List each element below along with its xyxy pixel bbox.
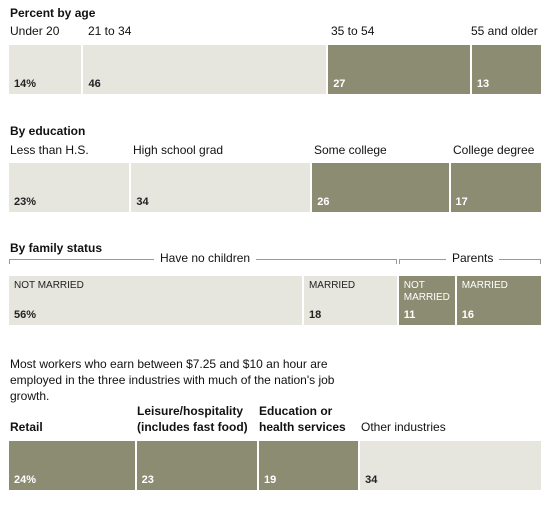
data-label: 27 xyxy=(333,78,346,90)
education-category-label: College degree xyxy=(453,143,535,157)
bar-segment: 26 xyxy=(312,163,449,212)
bar-segment: 13 xyxy=(471,45,541,94)
bar-segment: 14% xyxy=(9,45,82,94)
data-label: 16 xyxy=(461,309,474,321)
data-label: 19 xyxy=(264,474,277,486)
education-category-label: High school grad xyxy=(133,143,224,157)
industry-label-leisure: Leisure/hospitality xyxy=(137,404,244,418)
segment-inner-label: NOT MARRIED xyxy=(403,280,450,303)
data-label: 18 xyxy=(308,309,322,321)
data-label: 34 xyxy=(136,196,149,208)
age-category-label: 21 to 34 xyxy=(88,24,132,38)
bar-segment: MARRIED 18 xyxy=(303,276,397,325)
data-label: 13 xyxy=(476,78,490,90)
bar-segment: 17 xyxy=(450,163,541,212)
data-label: 14% xyxy=(14,78,37,90)
data-label: 23% xyxy=(14,196,37,208)
education-section-title: By education xyxy=(10,124,86,138)
group-label-parents: Parents xyxy=(446,251,500,265)
data-label: 23 xyxy=(141,474,154,486)
bar-segment: MARRIED 16 xyxy=(456,276,541,325)
data-label: 26 xyxy=(317,196,330,208)
bar-segment: 23 xyxy=(136,441,258,490)
industry-bar: 24% 23 19 34 xyxy=(9,441,541,490)
family-section-title: By family status xyxy=(10,241,103,255)
education-category-label: Less than H.S. xyxy=(10,143,89,157)
group-bracket-tick xyxy=(540,259,541,264)
bar-segment: 23% xyxy=(9,163,130,212)
data-label: 11 xyxy=(403,309,416,321)
age-bar: 14% 46 27 13 xyxy=(9,45,541,94)
industry-label-education: Education or xyxy=(259,404,333,418)
data-label: 46 xyxy=(88,78,101,90)
education-category-label: Some college xyxy=(314,143,387,157)
data-label: 24% xyxy=(14,474,37,486)
industry-label-retail: Retail xyxy=(10,420,43,434)
bar-segment: 34 xyxy=(131,163,311,212)
education-bar: 23% 34 26 17 xyxy=(9,163,541,212)
bar-segment: 46 xyxy=(83,45,327,94)
data-label: 56% xyxy=(14,309,37,321)
industry-label-leisure-sub: (includes fast food) xyxy=(137,420,248,434)
group-bracket-tick xyxy=(9,259,10,264)
age-section-title: Percent by age xyxy=(10,6,96,20)
age-category-label: 55 and older xyxy=(471,24,538,38)
bar-segment: 27 xyxy=(328,45,470,94)
family-bar: NOT MARRIED 56% MARRIED 18 NOT MARRIED 11 MARRI… xyxy=(9,276,541,325)
age-category-label: Under 20 xyxy=(10,24,60,38)
data-label: 34 xyxy=(365,474,378,486)
segment-inner-label: NOT MARRIED xyxy=(14,280,84,291)
industry-label-education-sub: health services xyxy=(259,420,346,434)
industry-label-other: Other industries xyxy=(361,420,446,434)
bar-segment: 19 xyxy=(259,441,359,490)
bar-segment: NOT MARRIED 56% xyxy=(9,276,302,325)
bar-segment: 34 xyxy=(360,441,541,490)
bar-segment: 24% xyxy=(9,441,135,490)
group-bracket-tick xyxy=(399,259,400,264)
segment-inner-label: MARRIED xyxy=(461,280,508,291)
bar-segment: NOT MARRIED 11 xyxy=(398,276,455,325)
data-label: 17 xyxy=(455,196,468,208)
segment-inner-label: MARRIED xyxy=(308,280,356,291)
industry-note: Most workers who earn between $7.25 and … xyxy=(10,357,335,403)
group-bracket-tick xyxy=(396,259,397,264)
age-category-label: 35 to 54 xyxy=(331,24,375,38)
group-label-no-children: Have no children xyxy=(154,251,257,265)
